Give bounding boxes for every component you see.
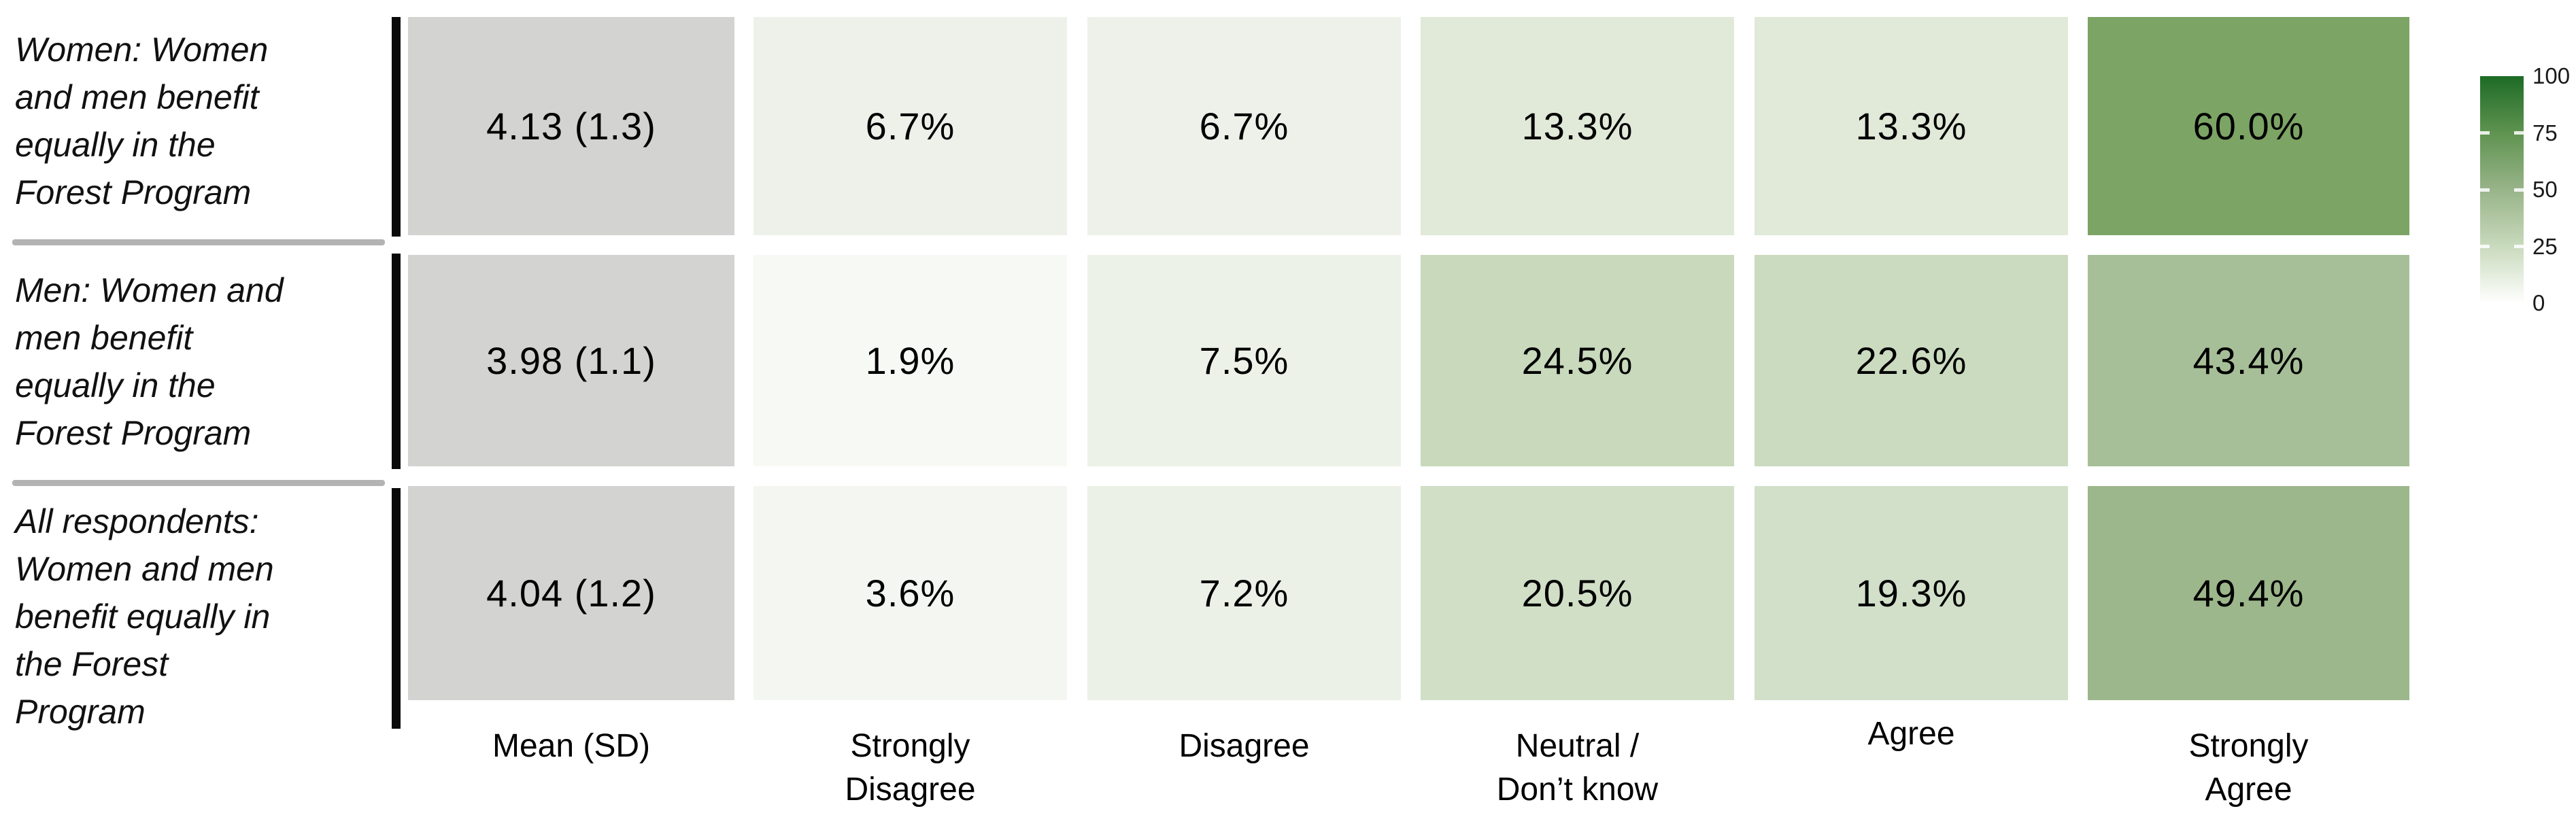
col-header-disagree: Disagree — [1179, 728, 1310, 764]
cell-row3-col5: 19.3% — [1755, 486, 2068, 700]
cell-row2-col2: 1.9% — [753, 255, 1067, 466]
row-label-men: Men: Women and men benefit equally in th… — [15, 271, 284, 452]
cell-row1-col3: 6.7% — [1087, 17, 1401, 235]
legend-colorbar — [2480, 76, 2524, 303]
legend-notch-25-left — [2480, 245, 2490, 248]
cell-row3-col3: 7.2% — [1087, 486, 1401, 700]
legend-notch-25-right — [2514, 245, 2524, 248]
cell-row2-col1: 3.98 (1.1) — [408, 255, 734, 466]
cell-row1-col2: 6.7% — [753, 17, 1067, 235]
legend-notch-75-right — [2514, 131, 2524, 135]
legend-notch-50-left — [2480, 188, 2490, 192]
legend-tick-75: 75 — [2532, 120, 2558, 145]
row-label-women: Women: Women and men benefit equally in … — [15, 31, 269, 211]
row-bar-3 — [392, 488, 401, 729]
cell-row2-col5: 22.6% — [1755, 255, 2068, 466]
cell-row1-col4: 13.3% — [1421, 17, 1734, 235]
legend-tick-25: 25 — [2532, 234, 2558, 259]
cell-row2-col3: 7.5% — [1087, 255, 1401, 466]
col-header-strongly-agree: Strongly Agree — [2188, 728, 2309, 808]
cell-row3-col4: 20.5% — [1421, 486, 1734, 700]
row-bar-2 — [392, 254, 401, 469]
cell-row2-col6: 43.4% — [2088, 255, 2409, 466]
cell-row3-col1: 4.04 (1.2) — [408, 486, 734, 700]
row-label-all-respondents: All respondents: Women and men benefit e… — [15, 502, 274, 731]
cell-row3-col2: 3.6% — [753, 486, 1067, 700]
legend-tick-50: 50 — [2532, 177, 2558, 202]
cell-row1-col1: 4.13 (1.3) — [408, 17, 734, 235]
col-header-neutral-dont-know: Neutral / Don’t know — [1496, 728, 1659, 808]
legend-tick-100: 100 — [2532, 63, 2571, 88]
cell-row1-col6: 60.0% — [2088, 17, 2409, 235]
legend-notch-75-left — [2480, 131, 2490, 135]
row-bar-1 — [392, 17, 401, 237]
cell-row1-col5: 13.3% — [1755, 17, 2068, 235]
legend-notch-50-right — [2514, 188, 2524, 192]
col-header-mean-sd: Mean (SD) — [492, 728, 651, 764]
col-header-agree: Agree — [1867, 716, 1955, 752]
cell-row3-col6: 49.4% — [2088, 486, 2409, 700]
col-header-strongly-disagree: Strongly Disagree — [845, 728, 976, 808]
cell-row2-col4: 24.5% — [1421, 255, 1734, 466]
row-separator-2 — [12, 480, 385, 486]
legend-tick-0: 0 — [2532, 290, 2545, 315]
row-separator-1 — [12, 239, 385, 245]
